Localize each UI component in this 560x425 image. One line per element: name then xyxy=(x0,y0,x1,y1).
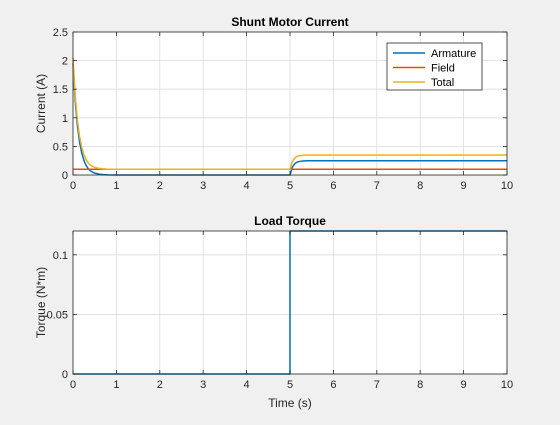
y-tick-label: 1 xyxy=(62,113,68,125)
y-tick-label: 2.5 xyxy=(53,27,68,39)
x-tick-label: 10 xyxy=(501,180,513,192)
y-axis-label: Current (A) xyxy=(34,74,48,133)
x-tick-label: 6 xyxy=(330,379,336,391)
y-tick-label: 2 xyxy=(62,56,68,68)
x-tick-label: 3 xyxy=(200,180,206,192)
y-tick-label: 1.5 xyxy=(53,84,68,96)
y-axis-label: Torque (N*m) xyxy=(34,267,48,338)
chart-1: 0 1 2 3 4 5 6 7 8 9 10 0 0.5 1 1.5 2 2.5 Shunt Motor Curr… xyxy=(34,15,513,192)
x-tick-label: 9 xyxy=(461,180,467,192)
x-tick-label: 2 xyxy=(157,379,163,391)
legend-label-armature: Armature xyxy=(431,48,476,60)
chart-title: Load Torque xyxy=(254,214,326,228)
series-line-total xyxy=(72,57,507,171)
y-tick-label: 0 xyxy=(62,170,68,182)
x-tick-label: 4 xyxy=(244,379,250,391)
y-tick-label: 0.05 xyxy=(47,309,68,321)
x-tick-label: 7 xyxy=(374,379,380,391)
x-tick-label: 10 xyxy=(501,379,513,391)
y-tick-label: 0 xyxy=(62,369,68,381)
x-tick-label: 0 xyxy=(70,379,76,391)
x-tick-label: 5 xyxy=(287,379,293,391)
x-tick-label: 2 xyxy=(157,180,163,192)
chart-2: 0 1 2 3 4 5 6 7 8 9 10 0 0.05 0.1 Load Torque Torque (N… xyxy=(34,214,513,410)
legend-label-field: Field xyxy=(431,63,455,75)
x-tick-label: 1 xyxy=(113,379,119,391)
x-tick-label: 6 xyxy=(330,180,336,192)
x-tick-label: 4 xyxy=(244,180,250,192)
x-tick-label: 7 xyxy=(374,180,380,192)
x-tick-label: 8 xyxy=(417,379,423,391)
x-axis-label: Time (s) xyxy=(268,396,312,410)
x-tick-label: 3 xyxy=(200,379,206,391)
legend: Armature Field Total xyxy=(386,42,483,91)
x-tick-label: 9 xyxy=(461,379,467,391)
y-tick-label: 0.1 xyxy=(53,250,68,262)
y-tick-label: 0.5 xyxy=(53,141,68,153)
x-tick-label: 5 xyxy=(287,180,293,192)
x-tick-label: 1 xyxy=(113,180,119,192)
x-tick-label: 8 xyxy=(417,180,423,192)
legend-label-total: Total xyxy=(431,77,454,89)
chart-title: Shunt Motor Current xyxy=(231,15,348,29)
x-tick-label: 0 xyxy=(70,180,76,192)
